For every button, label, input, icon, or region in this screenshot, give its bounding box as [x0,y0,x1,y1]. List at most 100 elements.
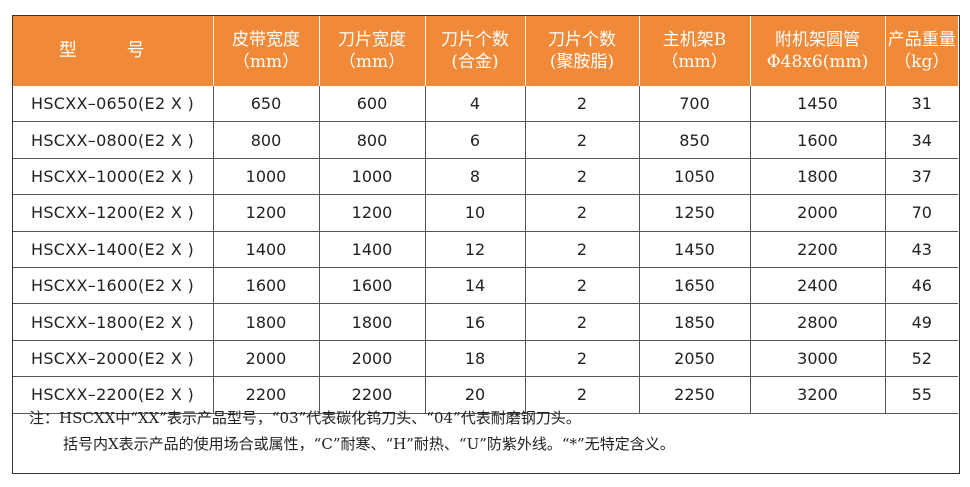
cell-blade-count-alloy: 18 [425,340,526,378]
cell-blade-count-alloy: 6 [425,121,526,159]
cell-aux-frame: 3000 [750,340,886,378]
cell-blade-count-alloy: 10 [425,194,526,232]
table-header-row: 型 号 皮带宽度 （mm） 刀片宽度 （mm） 刀片个数 (合金) 刀片个数 (… [13,16,958,86]
cell-belt-width: 2000 [213,340,320,378]
cell-model: HSCXX–1000(E2 X ) [13,158,214,196]
cell-belt-width: 650 [213,86,320,123]
header-blade-width: 刀片宽度 （mm） [319,16,426,86]
cell-main-frame: 1650 [639,267,751,305]
header-model: 型 号 [13,16,214,86]
header-main-frame-unit: （mm） [661,52,728,72]
cell-blade-width: 800 [319,121,426,159]
table-row: HSCXX–1600(E2 X ) 1600 1600 14 2 1650 24… [13,267,958,305]
table-row: HSCXX–2000(E2 X ) 2000 2000 18 2 2050 30… [13,340,958,378]
cell-main-frame: 1450 [639,231,751,268]
cell-blade-count-alloy: 14 [425,267,526,305]
header-belt-width: 皮带宽度 （mm） [213,16,320,86]
cell-belt-width: 1200 [213,194,320,232]
cell-model: HSCXX–1800(E2 X ) [13,303,214,341]
header-blade-width-unit: （mm） [338,52,406,72]
header-blade-count-alloy-unit: (合金) [451,52,499,72]
spec-table: 型 号 皮带宽度 （mm） 刀片宽度 （mm） 刀片个数 (合金) 刀片个数 (… [13,16,958,414]
cell-blade-count-alloy: 12 [425,231,526,268]
header-aux-frame-label: 附机架圆管 [775,30,860,50]
header-blade-count-pu-label: 刀片个数 [548,30,616,50]
header-belt-width-unit: （mm） [232,52,300,72]
cell-belt-width: 1000 [213,158,320,196]
header-blade-count-alloy-label: 刀片个数 [441,30,509,50]
cell-blade-width: 1800 [319,303,426,341]
cell-model: HSCXX–0650(E2 X ) [13,86,214,123]
cell-blade-width: 2200 [319,376,426,414]
table-footnote: 注：HSCXX中“XX”表示产品型号，“03”代表碳化钨刀头、“04”代表耐磨钢… [13,405,958,457]
cell-blade-count-alloy: 16 [425,303,526,341]
cell-weight: 46 [885,267,958,305]
cell-blade-count-alloy: 8 [425,158,526,196]
cell-model: HSCXX–0800(E2 X ) [13,121,214,159]
cell-blade-width: 1600 [319,267,426,305]
cell-main-frame: 850 [639,121,751,159]
cell-main-frame: 1850 [639,303,751,341]
cell-aux-frame: 2200 [750,231,886,268]
cell-blade-count-pu: 2 [525,121,640,159]
cell-aux-frame: 2800 [750,303,886,341]
cell-model: HSCXX–1600(E2 X ) [13,267,214,305]
cell-blade-count-alloy: 20 [425,376,526,414]
header-blade-count-pu: 刀片个数 (聚胺脂) [525,16,640,86]
cell-weight: 31 [885,86,958,123]
cell-belt-width: 1600 [213,267,320,305]
cell-blade-count-pu: 2 [525,194,640,232]
cell-main-frame: 1050 [639,158,751,196]
cell-aux-frame: 2000 [750,194,886,232]
cell-weight: 49 [885,303,958,341]
cell-weight: 55 [885,376,958,414]
cell-blade-width: 1000 [319,158,426,196]
cell-aux-frame: 1450 [750,86,886,123]
header-main-frame: 主机架B （mm） [639,16,751,86]
cell-blade-count-alloy: 4 [425,86,526,123]
cell-main-frame: 2250 [639,376,751,414]
cell-weight: 37 [885,158,958,196]
table-row: HSCXX–1800(E2 X ) 1800 1800 16 2 1850 28… [13,303,958,341]
cell-main-frame: 700 [639,86,751,123]
cell-blade-width: 1200 [319,194,426,232]
table-row: HSCXX–1000(E2 X ) 1000 1000 8 2 1050 180… [13,158,958,196]
header-blade-count-alloy: 刀片个数 (合金) [425,16,526,86]
header-belt-width-label: 皮带宽度 [232,30,300,50]
header-blade-width-label: 刀片宽度 [338,30,406,50]
cell-weight: 34 [885,121,958,159]
header-aux-frame-unit: Φ48x6(mm) [766,52,869,72]
table-row: HSCXX–1400(E2 X ) 1400 1400 12 2 1450 22… [13,231,958,268]
cell-blade-width: 1400 [319,231,426,268]
cell-model: HSCXX–2200(E2 X ) [13,376,214,414]
table-row: HSCXX–2200(E2 X ) 2200 2200 20 2 2250 32… [13,376,958,414]
header-blade-count-pu-unit: (聚胺脂) [549,52,615,72]
cell-blade-width: 600 [319,86,426,123]
cell-weight: 70 [885,194,958,232]
cell-blade-count-pu: 2 [525,231,640,268]
header-weight-unit: （kg） [894,52,950,72]
cell-blade-count-pu: 2 [525,303,640,341]
footnote-line-1: 注：HSCXX中“XX”表示产品型号，“03”代表碳化钨刀头、“04”代表耐磨钢… [29,409,581,427]
cell-belt-width: 800 [213,121,320,159]
cell-blade-count-pu: 2 [525,376,640,414]
cell-blade-width: 2000 [319,340,426,378]
cell-weight: 52 [885,340,958,378]
cell-aux-frame: 2400 [750,267,886,305]
cell-aux-frame: 1800 [750,158,886,196]
cell-belt-width: 2200 [213,376,320,414]
spec-table-frame: 型 号 皮带宽度 （mm） 刀片宽度 （mm） 刀片个数 (合金) 刀片个数 (… [12,15,960,474]
table-row: HSCXX–1200(E2 X ) 1200 1200 10 2 1250 20… [13,194,958,232]
table-row: HSCXX–0800(E2 X ) 800 800 6 2 850 1600 3… [13,121,958,159]
cell-belt-width: 1800 [213,303,320,341]
cell-aux-frame: 3200 [750,376,886,414]
footnote-line-2: 括号内X表示产品的使用场合或属性，“C”耐寒、“H”耐热、“U”防紫外线。“*”… [63,435,675,453]
cell-blade-count-pu: 2 [525,158,640,196]
cell-belt-width: 1400 [213,231,320,268]
cell-blade-count-pu: 2 [525,340,640,378]
cell-blade-count-pu: 2 [525,86,640,123]
cell-aux-frame: 1600 [750,121,886,159]
header-aux-frame: 附机架圆管 Φ48x6(mm) [750,16,886,86]
cell-weight: 43 [885,231,958,268]
cell-blade-count-pu: 2 [525,267,640,305]
